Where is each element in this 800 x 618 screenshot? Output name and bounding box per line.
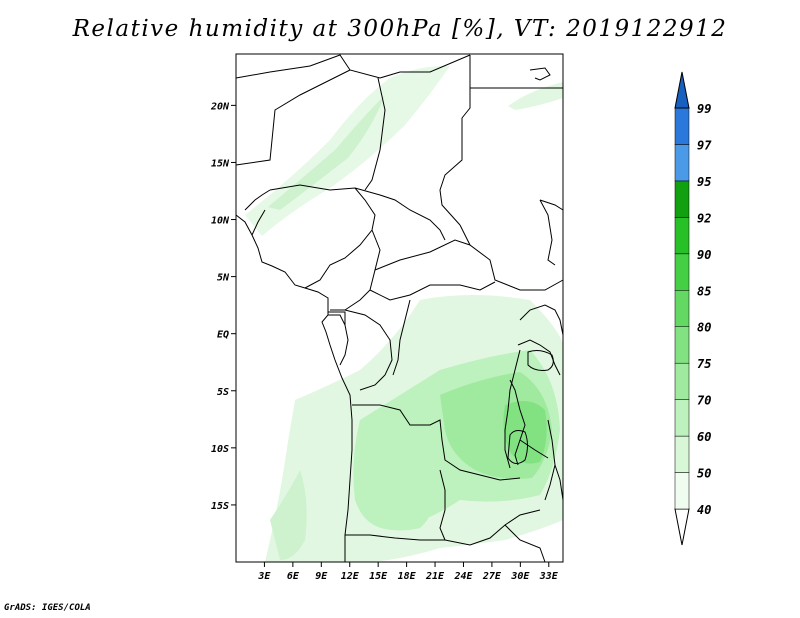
colorbar-label: 99 [697, 102, 711, 116]
border-ethiopia [539, 199, 564, 211]
colorbar-box [674, 290, 690, 327]
border-drc-south [352, 404, 521, 481]
country-borders [235, 54, 564, 563]
border-north-east [529, 67, 551, 81]
colorbar-box [674, 217, 690, 255]
colorbar-label: 40 [697, 503, 711, 517]
border-east-uganda [519, 304, 564, 336]
lat-tick-label: EQ [217, 330, 229, 341]
colorbar-box [674, 472, 690, 510]
humidity-patch-northeast [508, 82, 563, 110]
lon-tick-label: 27E [482, 571, 502, 582]
border-nigeria [269, 184, 376, 289]
colorbar-label: 85 [697, 284, 711, 298]
lat-tick-label: 15S [211, 501, 229, 512]
colorbar-under-triangle [674, 508, 690, 546]
map-title: Relative humidity at 300hPa [%], VT: 201… [72, 16, 728, 42]
lat-tick-label: 20N [210, 101, 230, 112]
border-cameroon [344, 229, 381, 311]
lon-tick-label: 15E [369, 571, 388, 582]
map-frame [235, 53, 564, 563]
border-drc-east [504, 349, 521, 469]
border-congo-2 [392, 299, 411, 376]
colorbar-box [674, 107, 690, 145]
lat-tick-label: 5S [217, 387, 229, 398]
colorbar-label: 95 [697, 175, 711, 189]
border-lake-tanganyika [507, 430, 528, 464]
lat-tick-label: 10N [211, 216, 230, 227]
coastline-west-africa [235, 214, 353, 562]
lon-tick-label: 21E [425, 571, 445, 582]
border-gabon [328, 314, 349, 366]
longitude-axis: 3E 6E 9E 12E 15E 18E 21E 24E 27E 30E 33E [257, 562, 559, 582]
colorbar-box [674, 326, 690, 364]
lat-tick-label: 15N [211, 158, 230, 169]
border-namibia [345, 534, 445, 541]
border-zambia-south [444, 509, 541, 546]
border-tanzania [519, 439, 549, 459]
border-zimbabwe [504, 524, 546, 563]
border-sahara-3 [364, 77, 386, 191]
humidity-region-coast [270, 470, 307, 560]
humidity-field [245, 65, 563, 562]
border-mozambique [554, 464, 564, 501]
lon-tick-label: 30E [510, 571, 530, 582]
border-west-small-1 [244, 189, 271, 211]
humidity-band-north-inner [268, 95, 385, 210]
colorbar-box [674, 180, 690, 218]
colorbar-label: 60 [697, 430, 711, 444]
border-car-south [369, 281, 496, 301]
lon-tick-label: 6E [287, 571, 300, 582]
colorbar-label: 97 [697, 138, 712, 152]
border-sahara-4 [439, 55, 471, 226]
lon-tick-label: 9E [315, 571, 328, 582]
border-lake [509, 379, 526, 466]
border-sahara-2 [235, 69, 351, 166]
border-east-lakes [517, 339, 561, 376]
colorbar-label: 92 [697, 211, 711, 225]
colorbar-box [674, 144, 690, 182]
border-congo [330, 309, 393, 391]
lon-tick-label: 12E [341, 571, 360, 582]
colorbar-label: 50 [697, 467, 711, 481]
lon-tick-label: 3E [257, 571, 271, 582]
colorbar-label: 80 [697, 321, 711, 335]
colorbar-box [674, 362, 690, 400]
border-sudan-east [539, 199, 556, 266]
border-nigeria-north [354, 187, 446, 241]
border-lake-victoria [527, 350, 554, 371]
lat-tick-label: 10S [211, 444, 229, 455]
colorbar: 40 50 60 70 75 80 85 90 92 95 97 99 [674, 71, 712, 546]
border-car [374, 239, 471, 271]
lon-tick-label: 33E [539, 571, 559, 582]
credit-label: GrADS: IGES/COLA [4, 603, 91, 613]
lat-tick-label: 5N [217, 273, 230, 284]
latitude-axis: 20N 15N 10N 5N EQ 5S 10S 15S [210, 101, 236, 512]
lon-tick-label: 18E [398, 571, 417, 582]
colorbar-over-triangle [674, 71, 690, 109]
border-sudan [459, 224, 564, 291]
colorbar-label: 75 [697, 357, 711, 371]
colorbar-label: 90 [697, 248, 711, 262]
humidity-region-southwest [363, 476, 434, 531]
colorbar-box [674, 253, 690, 291]
colorbar-box [674, 435, 690, 473]
border-west-small-2 [251, 209, 266, 236]
colorbar-box [674, 399, 690, 437]
border-eq-guinea [328, 311, 346, 325]
lon-tick-label: 24E [453, 571, 473, 582]
colorbar-label: 70 [697, 394, 711, 408]
border-angola-zambia [439, 469, 446, 541]
